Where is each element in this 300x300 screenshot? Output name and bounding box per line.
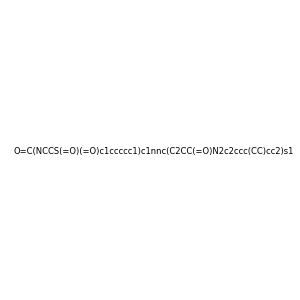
Text: O=C(NCCS(=O)(=O)c1ccccc1)c1nnc(C2CC(=O)N2c2ccc(CC)cc2)s1: O=C(NCCS(=O)(=O)c1ccccc1)c1nnc(C2CC(=O)N… [14, 147, 294, 156]
